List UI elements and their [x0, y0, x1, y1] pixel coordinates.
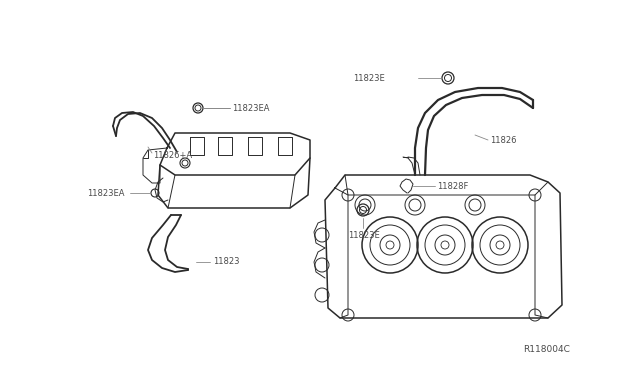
- Text: 11823: 11823: [213, 257, 239, 266]
- Text: 11823EA: 11823EA: [232, 103, 269, 112]
- Text: R118004C: R118004C: [523, 346, 570, 355]
- Text: 11823E: 11823E: [348, 231, 380, 240]
- Text: 11826: 11826: [490, 135, 516, 144]
- Text: 11823E: 11823E: [353, 74, 385, 83]
- Text: 11826+A: 11826+A: [153, 151, 192, 160]
- Text: 11828F: 11828F: [437, 182, 468, 190]
- Text: 11823EA: 11823EA: [87, 189, 125, 198]
